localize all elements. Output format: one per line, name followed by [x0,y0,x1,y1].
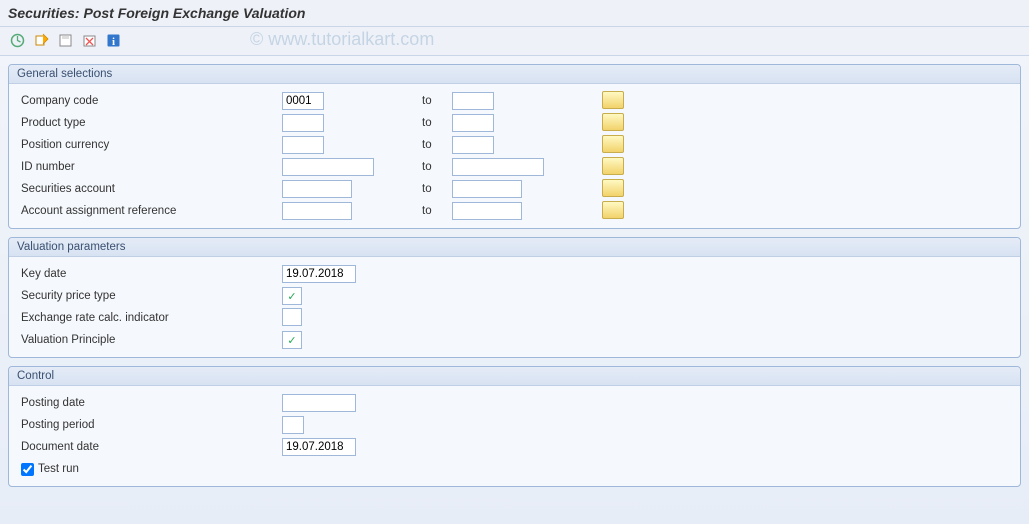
position-currency-multi-button[interactable] [602,135,624,153]
label-product-type: Product type [17,117,282,129]
group-control: Control Posting date Posting period Docu… [8,366,1021,487]
document-date-input[interactable] [282,438,356,456]
company-code-from-input[interactable] [282,92,324,110]
group-title-general: General selections [9,65,1020,84]
variant-delete-icon[interactable] [80,31,98,49]
row-securities-account: Securities account to [17,178,1012,200]
group-valuation-parameters: Valuation parameters Key date Security p… [8,237,1021,358]
position-currency-to-input[interactable] [452,136,494,154]
position-currency-from-input[interactable] [282,136,324,154]
execute-icon[interactable] [8,31,26,49]
label-posting-period: Posting period [17,419,282,431]
key-date-input[interactable] [282,265,356,283]
test-run-wrap[interactable]: Test run [17,463,79,476]
group-general-selections: General selections Company code to Produ… [8,64,1021,229]
product-type-multi-button[interactable] [602,113,624,131]
product-type-to-input[interactable] [452,114,494,132]
svg-text:i: i [111,36,114,48]
row-posting-date: Posting date [17,392,1012,414]
test-run-checkbox[interactable] [21,463,34,476]
label-id-number: ID number [17,161,282,173]
label-test-run: Test run [38,463,79,475]
row-company-code: Company code to [17,90,1012,112]
label-document-date: Document date [17,441,282,453]
content-area: General selections Company code to Produ… [0,56,1029,503]
variant-get-icon[interactable] [32,31,50,49]
row-security-price-type: Security price type ✓ [17,285,1012,307]
securities-account-multi-button[interactable] [602,179,624,197]
securities-account-to-input[interactable] [452,180,522,198]
info-icon[interactable]: i [104,31,122,49]
row-product-type: Product type to [17,112,1012,134]
variant-save-icon[interactable] [56,31,74,49]
group-title-valuation: Valuation parameters [9,238,1020,257]
label-security-price-type: Security price type [17,290,282,302]
company-code-to-input[interactable] [452,92,494,110]
row-id-number: ID number to [17,156,1012,178]
watermark: © www.tutorialkart.com [250,29,434,50]
group-title-control: Control [9,367,1020,386]
row-document-date: Document date [17,436,1012,458]
row-position-currency: Position currency to [17,134,1012,156]
row-exchange-rate-calc: Exchange rate calc. indicator [17,307,1012,329]
account-assign-ref-multi-button[interactable] [602,201,624,219]
security-price-type-button[interactable]: ✓ [282,287,302,305]
valuation-principle-button[interactable]: ✓ [282,331,302,349]
account-assign-ref-to-input[interactable] [452,202,522,220]
to-label: to [422,161,442,173]
posting-date-input[interactable] [282,394,356,412]
company-code-multi-button[interactable] [602,91,624,109]
exchange-rate-calc-button[interactable] [282,308,302,326]
label-posting-date: Posting date [17,397,282,409]
label-exchange-rate-calc: Exchange rate calc. indicator [17,312,282,324]
label-securities-account: Securities account [17,183,282,195]
label-position-currency: Position currency [17,139,282,151]
to-label: to [422,139,442,151]
account-assign-ref-from-input[interactable] [282,202,352,220]
toolbar: i © www.tutorialkart.com [0,27,1029,56]
product-type-from-input[interactable] [282,114,324,132]
row-key-date: Key date [17,263,1012,285]
page-title: Securities: Post Foreign Exchange Valuat… [0,0,1029,27]
to-label: to [422,95,442,107]
row-posting-period: Posting period [17,414,1012,436]
securities-account-from-input[interactable] [282,180,352,198]
id-number-multi-button[interactable] [602,157,624,175]
label-key-date: Key date [17,268,282,280]
label-company-code: Company code [17,95,282,107]
label-account-assign-ref: Account assignment reference [17,205,282,217]
to-label: to [422,117,442,129]
to-label: to [422,183,442,195]
posting-period-input[interactable] [282,416,304,434]
label-valuation-principle: Valuation Principle [17,334,282,346]
id-number-to-input[interactable] [452,158,544,176]
row-test-run: Test run [17,458,1012,480]
id-number-from-input[interactable] [282,158,374,176]
row-valuation-principle: Valuation Principle ✓ [17,329,1012,351]
row-account-assign-ref: Account assignment reference to [17,200,1012,222]
to-label: to [422,205,442,217]
